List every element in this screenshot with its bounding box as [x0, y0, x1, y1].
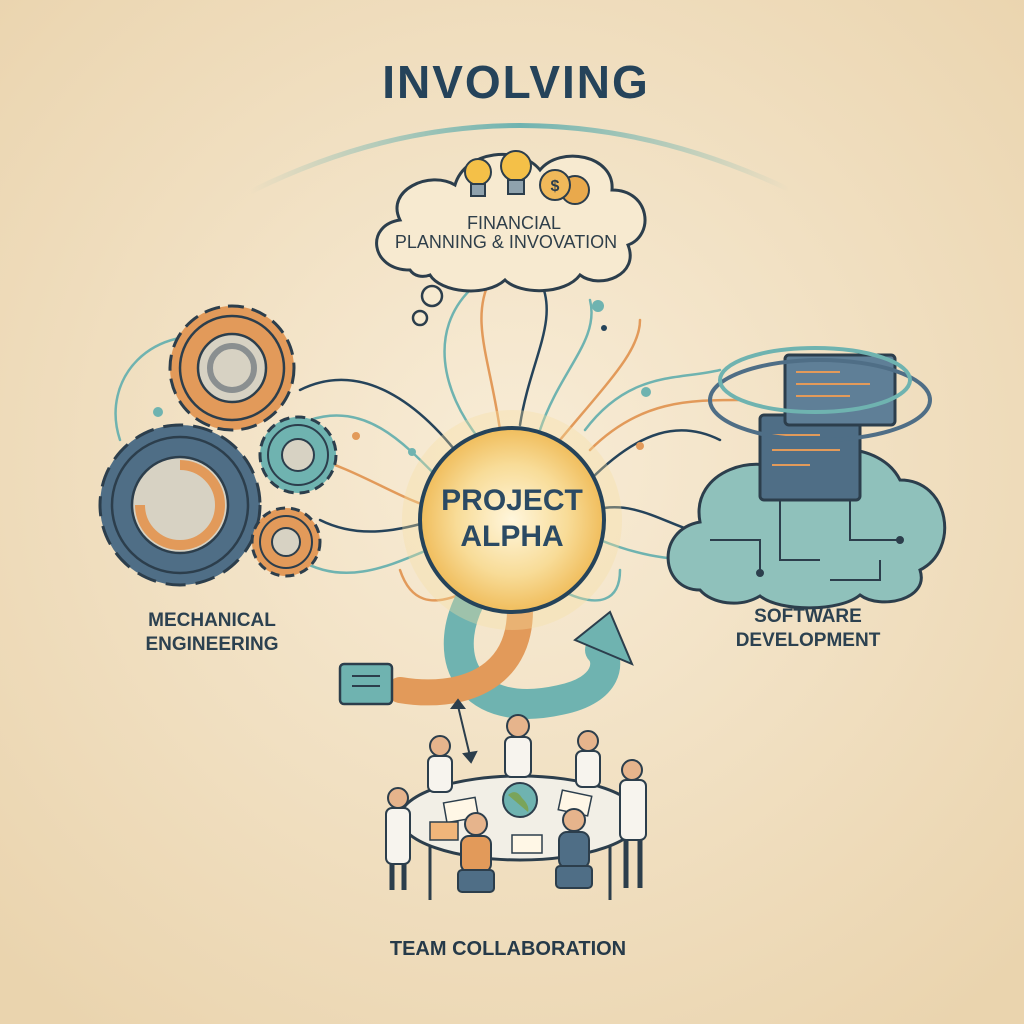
- center-node: PROJECT ALPHA: [402, 410, 622, 630]
- person-icon: [427, 735, 453, 793]
- team-label: TEAM COLLABORATION: [390, 938, 626, 960]
- person-icon: [457, 812, 495, 893]
- person-icon: [504, 714, 532, 778]
- decorative-dots: [153, 300, 651, 456]
- person-icon: [385, 787, 411, 890]
- mechanical-node: MECHANICAL ENGINEERING: [98, 304, 338, 655]
- center-label-line1: PROJECT: [441, 484, 583, 517]
- mechanical-label-line1: MECHANICAL: [148, 610, 276, 631]
- arrow-icon: [338, 585, 634, 719]
- diagram-title: INVOLVING: [382, 56, 650, 108]
- software-label-line2: DEVELOPMENT: [736, 630, 881, 651]
- person-icon: [555, 808, 593, 889]
- finance-label-line1: FINANCIAL: [467, 213, 561, 233]
- software-node: SOFTWARE DEVELOPMENT: [666, 346, 947, 651]
- title-arc: [248, 123, 792, 195]
- finance-node: $ FINANCIAL PLANNING & INVOVATION: [375, 150, 647, 327]
- swirl-lines: [708, 346, 932, 442]
- lightbulb-icon: [464, 158, 492, 197]
- center-label-line2: ALPHA: [460, 520, 563, 553]
- lightbulb-icon: [500, 150, 532, 195]
- circuit-traces: [710, 495, 904, 581]
- globe-icon: [502, 782, 538, 818]
- cloud-icon: [666, 447, 947, 610]
- double-arrow-icon: [450, 698, 478, 764]
- gear-icon: [98, 423, 262, 587]
- svg-text:$: $: [551, 178, 560, 195]
- coin-icon: $: [539, 169, 590, 205]
- team-node: TEAM COLLABORATION: [385, 714, 647, 960]
- finance-label-line2: PLANNING & INVOVATION: [395, 232, 617, 252]
- gear-icon: [250, 506, 322, 578]
- person-icon: [619, 759, 647, 888]
- gear-icon: [168, 304, 296, 432]
- mechanical-label-line2: ENGINEERING: [145, 634, 278, 655]
- person-icon: [575, 730, 601, 788]
- software-label-line1: SOFTWARE: [754, 606, 862, 627]
- gear-icon: [258, 415, 338, 495]
